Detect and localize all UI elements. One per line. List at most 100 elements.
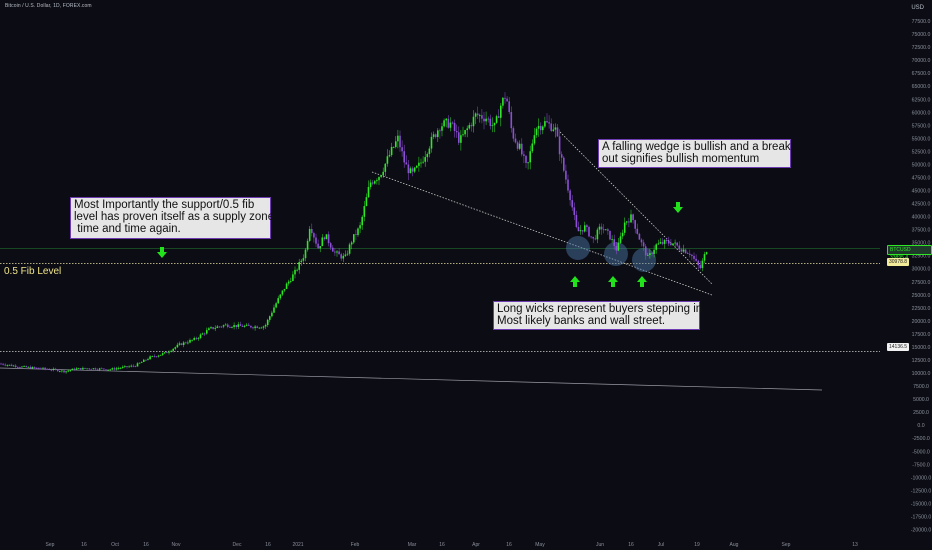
candle-body [491, 125, 494, 127]
current-symbol: BTCUSD [890, 247, 911, 253]
candle-body [319, 246, 321, 249]
candle-body [134, 366, 137, 367]
candle-body [275, 303, 277, 308]
candle-body [686, 253, 689, 254]
candle-body [84, 367, 86, 369]
candle-body [445, 118, 447, 121]
candle-body [693, 255, 695, 259]
y-tick-label: 15000.0 [912, 345, 931, 351]
candle-body [489, 118, 492, 126]
candle-body [132, 365, 135, 367]
y-tick-label: 12500.0 [912, 358, 931, 364]
support-note[interactable]: Most Importantly the support/0.5 fib lev… [70, 197, 274, 239]
x-axis[interactable]: Sep 16 Oct 16 Nov Dec 16 2021 Feb Mar 16 Apr 16 May Ju… [46, 542, 858, 548]
candle-body [336, 251, 338, 253]
y-axis[interactable]: 77500.0 75000.0 72500.0 70000.0 67500.0 65000… [911, 19, 932, 533]
candle-body [401, 147, 403, 152]
candle-body [138, 362, 141, 364]
candle-body [182, 342, 185, 345]
candle-body [571, 200, 573, 208]
candle-body [103, 368, 105, 370]
candle-body [592, 236, 594, 239]
candle-body [682, 249, 685, 252]
candle-body [80, 368, 82, 370]
candle-body [54, 368, 57, 370]
y-tick-label: 42500.0 [912, 202, 931, 208]
candle-body [260, 327, 263, 329]
wick-circle [604, 242, 628, 266]
candle-body [96, 369, 99, 371]
candle-body [92, 368, 95, 370]
candle-body [250, 325, 252, 328]
candle-body [384, 163, 387, 172]
y-tick-label: 30000.0 [912, 267, 931, 273]
candle-body [193, 338, 195, 340]
candle-body [600, 226, 603, 230]
candle-body [619, 236, 622, 243]
candle-body [31, 366, 34, 369]
candle-body [59, 371, 61, 373]
candle-body [111, 368, 114, 370]
candle-body [271, 312, 273, 317]
candle-body [185, 342, 187, 344]
wicks-note[interactable]: Long wicks represent buyers stepping in … [493, 301, 702, 330]
y-tick-label: 32500.0 [912, 254, 931, 260]
candle-body [680, 249, 683, 252]
arrow-up-icon [637, 276, 647, 287]
candle-body [279, 294, 282, 299]
candle-body [506, 98, 508, 102]
candle-body [63, 370, 65, 373]
candle-body [525, 155, 527, 163]
candle-body [208, 328, 210, 331]
candle-body [386, 156, 389, 164]
candle-body [313, 233, 315, 238]
candle-body [514, 138, 517, 143]
candle-body [504, 97, 506, 99]
y-tick-label: 2500.0 [913, 410, 929, 416]
candle-body [476, 113, 479, 116]
candle-body [252, 327, 254, 329]
y-tick-label: -2500.0 [912, 436, 930, 442]
wedge-note[interactable]: A falling wedge is bullish and a break o… [598, 139, 791, 168]
candle-body [430, 136, 433, 149]
candle-body [573, 207, 576, 216]
candle-body [399, 135, 401, 148]
candle-body [155, 356, 158, 358]
candle-body [584, 225, 586, 232]
candle-body [428, 148, 431, 155]
candle-body [632, 214, 634, 221]
candle-body [292, 274, 294, 282]
x-tick-label: 13 [852, 542, 858, 548]
candle-body [613, 239, 615, 246]
y-tick-label: 20000.0 [912, 319, 931, 325]
candle-body [644, 246, 647, 256]
candle-body [527, 162, 529, 164]
candle-body [474, 113, 477, 117]
currency-label[interactable]: USD [911, 5, 924, 11]
candle-body [437, 130, 439, 138]
candle-body [699, 265, 702, 269]
candle-body [332, 247, 334, 252]
y-tick-label: -17500.0 [911, 514, 932, 520]
candle-body [558, 136, 561, 155]
candle-body [174, 347, 177, 349]
candle-body [596, 229, 599, 240]
candle-body [382, 171, 384, 176]
candle-body [94, 368, 97, 370]
candle-body [29, 366, 32, 369]
candle-body [420, 162, 422, 164]
x-tick-label: Jul [658, 542, 664, 548]
candle-body [304, 249, 307, 259]
x-tick-label: 16 [506, 542, 512, 548]
candle-body [166, 352, 168, 354]
y-tick-label: 55000.0 [912, 136, 931, 142]
y-tick-label: 0.0 [917, 423, 924, 429]
candle-body [334, 251, 336, 253]
candle-body [575, 215, 578, 228]
candle-body [281, 290, 284, 295]
candle-body [329, 243, 332, 248]
candle-body [594, 238, 597, 240]
candle-body [262, 326, 265, 328]
